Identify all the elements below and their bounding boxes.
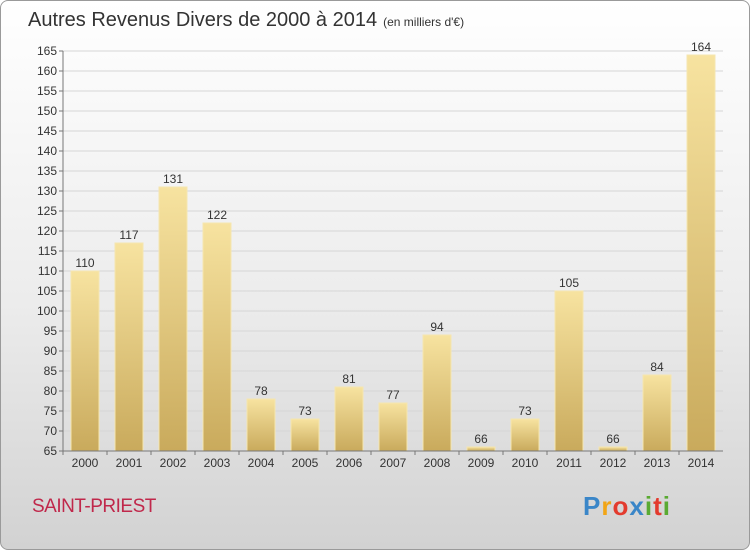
- y-tick-label: 80: [44, 384, 58, 398]
- y-tick-label: 165: [37, 44, 57, 58]
- logo-letter: P: [583, 491, 602, 521]
- bar-2000: [70, 270, 100, 452]
- x-tick-label: 2014: [688, 456, 715, 470]
- y-tick-label: 140: [37, 144, 57, 158]
- logo-letter: i: [644, 491, 654, 521]
- title-text: Autres Revenus Divers de 2000 à 2014: [28, 9, 378, 31]
- x-tick-label: 2007: [380, 456, 407, 470]
- logo-letter: x: [629, 491, 645, 521]
- bar-value-label: 105: [559, 276, 579, 290]
- bar-2014: [686, 54, 716, 452]
- commune-name: SAINT-PRIEST: [32, 496, 156, 517]
- y-tick-label: 110: [38, 264, 57, 278]
- y-tick-label: 160: [37, 64, 57, 78]
- bars: 110 117 131 122 78 73 81 77 94 66 73 105 66 84 164: [70, 40, 716, 452]
- y-tick-label: 100: [37, 304, 57, 318]
- x-tick-label: 2000: [72, 456, 99, 470]
- y-axis: 65 70 75 80 85 90 95 100 105 110 115 120 125 130 135 14…: [37, 44, 64, 458]
- y-tick-label: 115: [38, 244, 57, 258]
- bar-value-label: 66: [474, 432, 488, 446]
- bar-value-label: 122: [207, 208, 227, 222]
- x-tick-label: 2005: [292, 456, 319, 470]
- x-tick-label: 2003: [204, 456, 231, 470]
- y-tick-label: 105: [37, 284, 57, 298]
- bar-value-label: 94: [430, 320, 444, 334]
- bar-value-label: 73: [518, 404, 532, 418]
- unit-note: (en milliers d'€): [383, 15, 465, 29]
- x-tick-label: 2008: [424, 456, 451, 470]
- bar-value-label: 84: [650, 360, 664, 374]
- y-tick-label: 125: [37, 204, 57, 218]
- bar-value-label: 81: [342, 372, 356, 386]
- bar-2011: [554, 290, 584, 452]
- bar-2001: [114, 242, 144, 452]
- bar-value-label: 164: [691, 40, 711, 54]
- proxiti-logo[interactable]: Proxiti: [583, 491, 671, 522]
- bar-value-label: 66: [606, 432, 620, 446]
- y-tick-label: 85: [44, 364, 58, 378]
- chart-title: Autres Revenus Divers de 2000 à 2014 (en …: [28, 9, 464, 32]
- x-tick-label: 2001: [116, 456, 143, 470]
- y-tick-label: 155: [37, 84, 57, 98]
- bar-value-label: 77: [386, 388, 400, 402]
- bar-2009: [466, 446, 496, 452]
- y-tick-label: 145: [37, 124, 57, 138]
- x-tick-label: 2004: [248, 456, 275, 470]
- y-tick-label: 70: [44, 424, 58, 438]
- y-tick-label: 130: [37, 184, 57, 198]
- x-tick-label: 2011: [556, 456, 582, 470]
- bar-value-label: 73: [298, 404, 312, 418]
- logo-letter: i: [662, 491, 671, 521]
- bar-value-label: 131: [163, 172, 183, 186]
- logo-letter: r: [601, 491, 613, 521]
- x-tick-label: 2009: [468, 456, 495, 470]
- bar-2006: [334, 386, 364, 452]
- logo-letter: t: [653, 491, 663, 521]
- x-tick-label: 2006: [336, 456, 363, 470]
- y-tick-label: 75: [44, 404, 58, 418]
- y-tick-label: 135: [37, 164, 57, 178]
- bar-2004: [246, 398, 276, 452]
- x-axis: 2000 2001 2002 2003 2004 2005 2006 2007 2008 2009…: [62, 450, 723, 470]
- logo-letter: o: [612, 491, 630, 521]
- x-tick-label: 2010: [512, 456, 539, 470]
- bar-2005: [290, 418, 320, 452]
- y-tick-label: 120: [37, 224, 57, 238]
- y-tick-label: 90: [44, 344, 58, 358]
- y-tick-label: 65: [44, 444, 58, 458]
- bar-2012: [598, 446, 628, 452]
- bar-2013: [642, 374, 672, 452]
- y-tick-label: 95: [44, 324, 58, 338]
- x-tick-label: 2013: [644, 456, 671, 470]
- y-tick-label: 150: [37, 104, 57, 118]
- x-tick-label: 2002: [160, 456, 187, 470]
- bar-2010: [510, 418, 540, 452]
- x-tick-label: 2012: [600, 456, 627, 470]
- bar-2007: [378, 402, 408, 452]
- bar-2008: [422, 334, 452, 452]
- bar-value-label: 117: [119, 228, 138, 242]
- bar-2002: [158, 186, 188, 452]
- bar-2003: [202, 222, 232, 452]
- bar-value-label: 78: [254, 384, 268, 398]
- bar-value-label: 110: [75, 256, 94, 270]
